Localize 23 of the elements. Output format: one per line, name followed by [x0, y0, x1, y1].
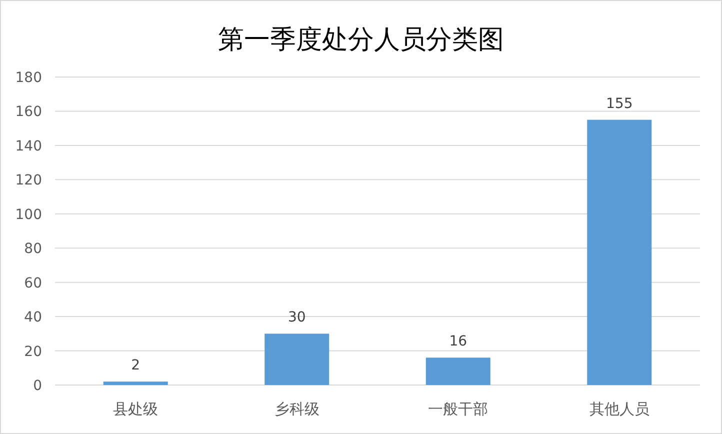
y-tick-label: 120: [15, 172, 42, 189]
y-tick-label: 180: [15, 70, 42, 86]
data-label: 16: [449, 334, 468, 350]
x-tick-label: 一般干部: [428, 400, 488, 418]
y-tick-label: 100: [15, 206, 42, 223]
x-tick-label: 县处级: [113, 400, 158, 418]
y-tick-label: 40: [24, 310, 42, 326]
x-tick-label: 乡科级: [274, 400, 320, 418]
bar: [264, 334, 330, 385]
y-tick-label: 140: [15, 138, 42, 154]
y-tick-label: 160: [15, 104, 42, 120]
data-label: 2: [131, 358, 140, 374]
y-tick-label: 0: [33, 378, 42, 394]
data-label: 30: [288, 310, 306, 326]
x-tick-label: 其他人员: [589, 400, 650, 418]
y-tick-label: 20: [24, 344, 42, 360]
bar: [426, 358, 490, 385]
y-tick-label: 60: [24, 275, 42, 292]
chart-title: 第一季度处分人员分类图: [218, 25, 504, 55]
bar: [103, 382, 168, 385]
bar: [587, 120, 652, 385]
data-label: 155: [606, 96, 633, 112]
y-tick-label: 80: [24, 241, 42, 258]
